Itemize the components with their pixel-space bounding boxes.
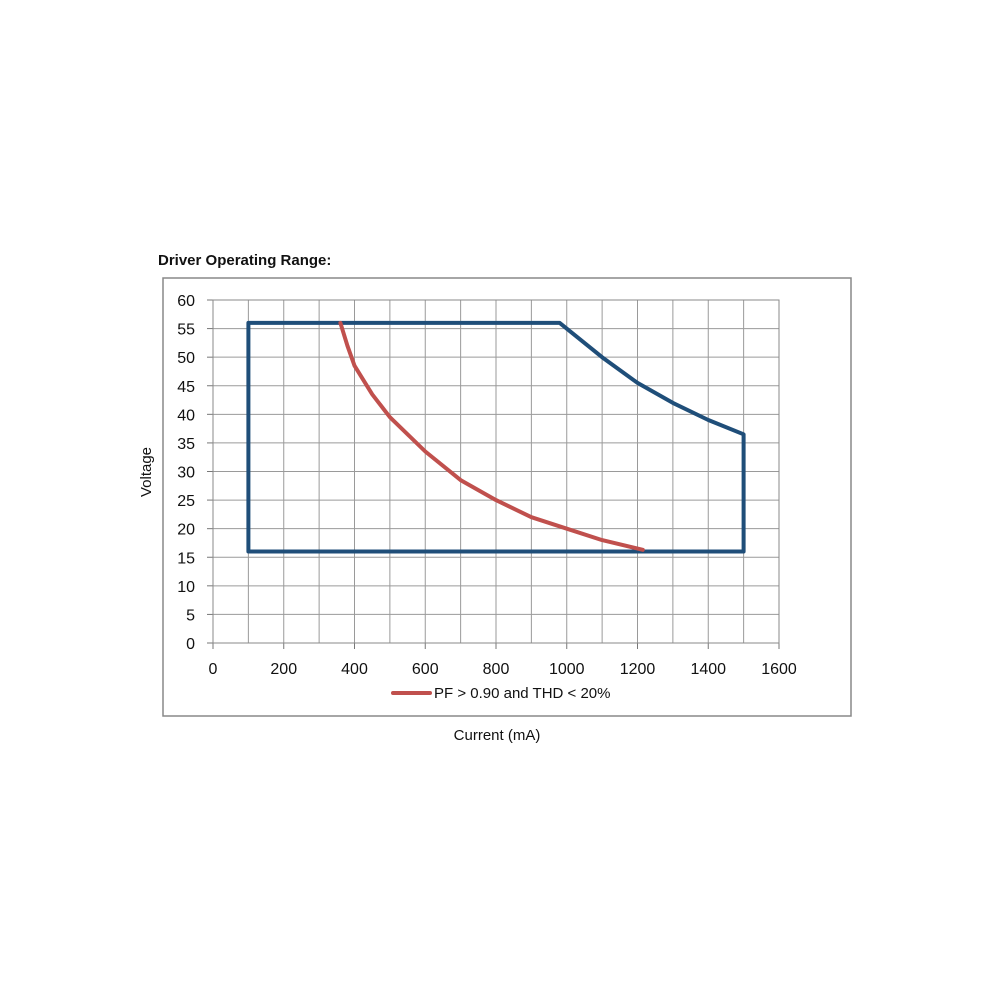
chart-frame [162, 277, 852, 717]
x-tick-label: 600 [412, 661, 439, 678]
x-tick-label: 1200 [620, 661, 656, 678]
y-axis-label: Voltage [138, 447, 155, 497]
x-tick-label: 1400 [690, 661, 726, 678]
y-tick-label: 5 [186, 607, 195, 624]
x-axis-label: Current (mA) [454, 727, 541, 744]
legend-label: PF > 0.90 and THD < 20% [434, 685, 611, 702]
series-group [246, 320, 746, 554]
y-tick-label: 30 [177, 465, 195, 482]
y-tick-label: 55 [177, 322, 195, 339]
x-tick-label: 400 [341, 661, 368, 678]
y-tick-label: 25 [177, 493, 195, 510]
x-tick-label: 0 [209, 661, 218, 678]
y-tick-label: 10 [177, 579, 195, 596]
legend: PF > 0.90 and THD < 20% [391, 685, 611, 702]
y-tick-label: 50 [177, 350, 195, 367]
y-tick-label: 0 [186, 636, 195, 653]
x-tick-labels: 0 200 400 600 800 1000 1200 1400 1600 [209, 661, 797, 678]
y-tick-label: 15 [177, 550, 195, 567]
y-tick-labels: 0 5 10 15 20 25 30 35 40 45 50 55 60 [177, 293, 195, 653]
chart-title: Driver Operating Range: [158, 252, 332, 269]
series-line-1 [246, 320, 746, 554]
x-tick-label: 1000 [549, 661, 585, 678]
y-tick-label: 20 [177, 522, 195, 539]
x-tick-label: 200 [270, 661, 297, 678]
series-line-2 [338, 320, 645, 552]
plot-area [212, 299, 780, 644]
grid [207, 299, 780, 649]
x-tick-label: 1600 [761, 661, 797, 678]
y-tick-label: 45 [177, 379, 195, 396]
y-tick-label: 35 [177, 436, 195, 453]
y-tick-label: 40 [177, 407, 195, 424]
y-tick-label: 60 [177, 293, 195, 310]
x-tick-label: 800 [483, 661, 510, 678]
